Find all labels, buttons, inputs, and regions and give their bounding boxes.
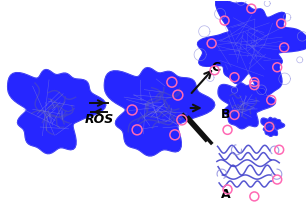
Polygon shape bbox=[218, 83, 275, 129]
Text: ROS: ROS bbox=[85, 114, 114, 126]
Polygon shape bbox=[8, 70, 106, 154]
Text: A: A bbox=[220, 188, 230, 201]
Polygon shape bbox=[197, 0, 307, 95]
Polygon shape bbox=[104, 68, 215, 156]
Text: C: C bbox=[212, 61, 221, 74]
Text: B: B bbox=[220, 108, 230, 121]
Polygon shape bbox=[261, 117, 285, 136]
